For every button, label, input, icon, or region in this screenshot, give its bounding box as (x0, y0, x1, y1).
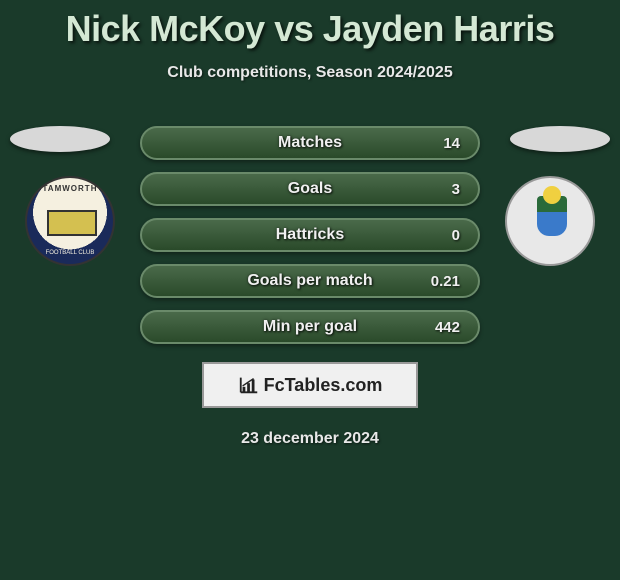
page-title: Nick McKoy vs Jayden Harris (0, 0, 620, 50)
chart-icon (238, 374, 260, 396)
stat-bar: Goals 3 (140, 172, 480, 206)
stat-value: 0.21 (431, 273, 460, 290)
stat-label: Goals (288, 180, 332, 198)
stat-bar: Matches 14 (140, 126, 480, 160)
stat-value: 14 (443, 135, 460, 152)
stat-label: Hattricks (276, 226, 344, 244)
stat-bar: Hattricks 0 (140, 218, 480, 252)
date-text: 23 december 2024 (0, 430, 620, 448)
subtitle: Club competitions, Season 2024/2025 (0, 64, 620, 82)
stat-label: Min per goal (263, 318, 357, 336)
stat-value: 0 (452, 227, 460, 244)
player-oval-right (510, 126, 610, 152)
club-badge-left: FOOTBALL CLUB (25, 176, 115, 266)
stat-value: 3 (452, 181, 460, 198)
stat-label: Matches (278, 134, 342, 152)
brand-text: FcTables.com (264, 375, 383, 396)
stat-bar: Goals per match 0.21 (140, 264, 480, 298)
club-badge-right (505, 176, 595, 266)
brand-box[interactable]: FcTables.com (202, 362, 418, 408)
stat-label: Goals per match (247, 272, 372, 290)
stat-bar: Min per goal 442 (140, 310, 480, 344)
stat-value: 442 (435, 319, 460, 336)
player-oval-left (10, 126, 110, 152)
stats-area: FOOTBALL CLUB Matches 14 Goals 3 Hattricks 0 G… (0, 126, 620, 448)
badge-left-text: FOOTBALL CLUB (27, 250, 113, 256)
